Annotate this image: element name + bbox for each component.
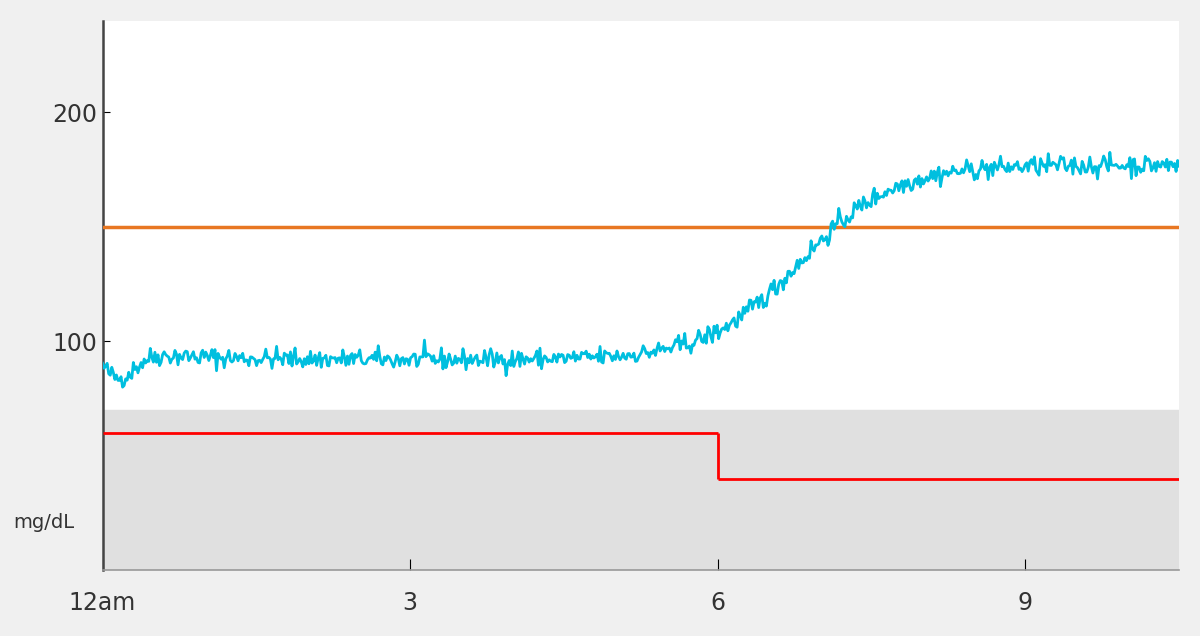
Y-axis label: mg/dL: mg/dL	[13, 513, 74, 532]
Bar	[102, 410, 1180, 570]
